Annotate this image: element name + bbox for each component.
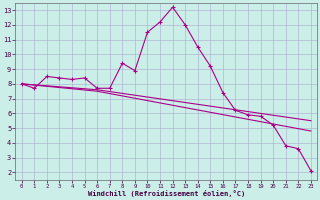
- X-axis label: Windchill (Refroidissement éolien,°C): Windchill (Refroidissement éolien,°C): [88, 190, 245, 197]
